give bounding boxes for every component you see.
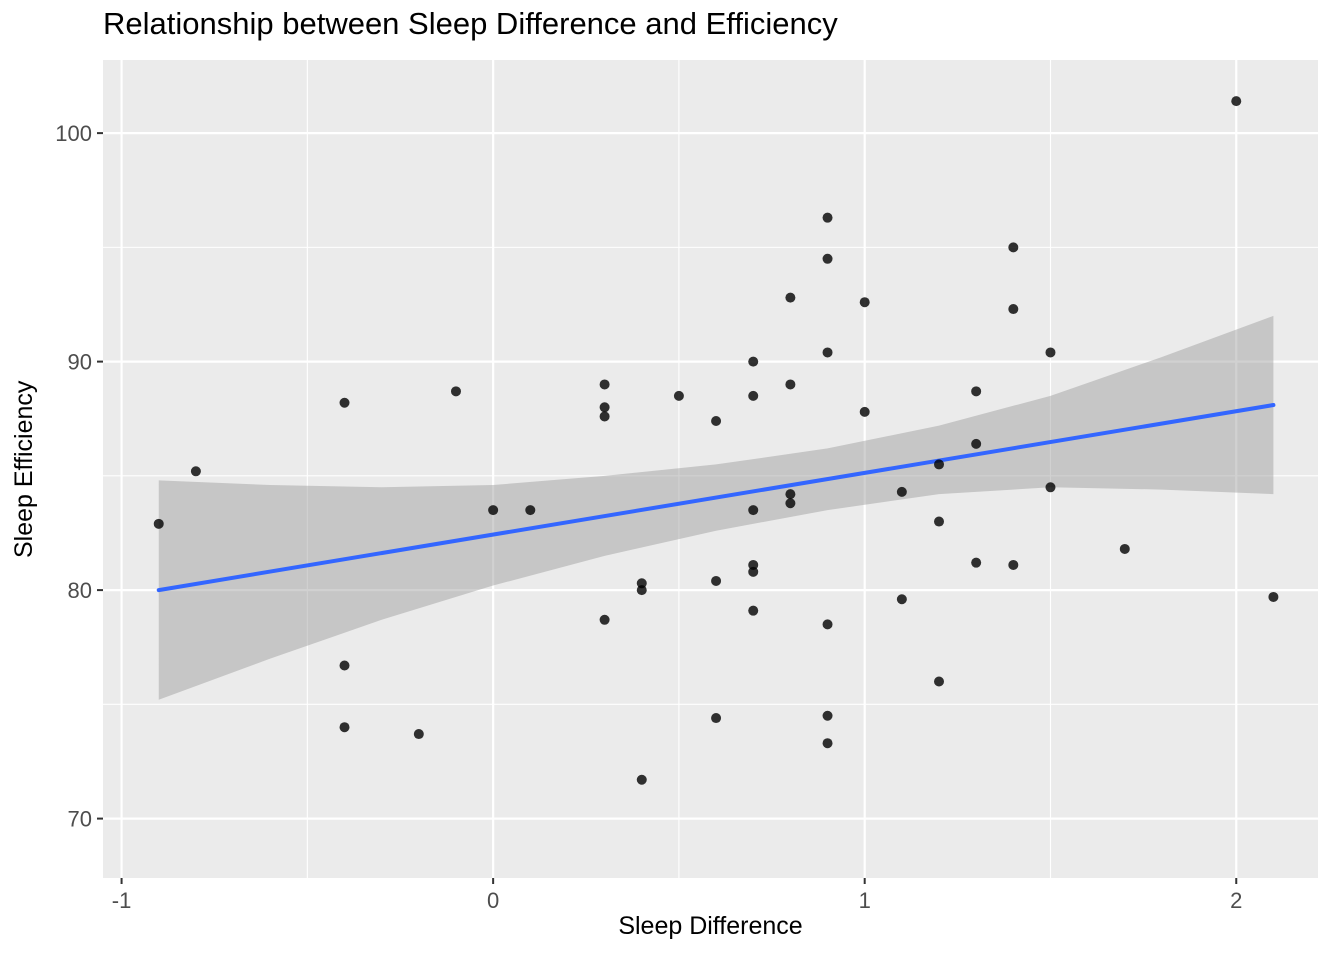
data-point — [1008, 304, 1019, 315]
data-points — [153, 96, 1279, 785]
data-point — [599, 379, 610, 390]
data-point — [599, 402, 610, 413]
minor-gridlines — [103, 60, 1318, 878]
data-point — [1268, 591, 1279, 602]
data-point — [822, 710, 833, 721]
data-point — [339, 660, 350, 671]
data-point — [450, 386, 461, 397]
data-point — [636, 774, 647, 785]
data-point — [822, 212, 833, 223]
data-point — [896, 594, 907, 605]
plot-panel — [103, 60, 1318, 878]
data-point — [785, 292, 796, 303]
data-point — [1119, 543, 1130, 554]
data-point — [822, 619, 833, 630]
data-point — [1045, 347, 1056, 358]
data-point — [711, 416, 722, 427]
data-point — [748, 505, 759, 516]
data-point — [822, 738, 833, 749]
data-point — [896, 486, 907, 497]
y-tick-labels: 70 80 90 100 — [55, 121, 92, 831]
data-point — [785, 489, 796, 500]
data-point — [748, 559, 759, 570]
regression-line — [156, 403, 1276, 593]
data-point — [748, 390, 759, 401]
data-point — [934, 459, 945, 470]
data-point — [748, 566, 759, 577]
x-axis-title: Sleep Difference — [618, 912, 803, 940]
y-axis-title: Sleep Efficiency — [10, 380, 38, 558]
data-point — [711, 713, 722, 724]
x-tick-labels: -1 0 1 2 — [112, 888, 1243, 913]
data-point — [1231, 96, 1242, 107]
data-point — [971, 438, 982, 449]
data-point — [971, 557, 982, 568]
x-tick-label: -1 — [112, 888, 132, 913]
axis-ticks — [97, 132, 1238, 884]
data-point — [748, 356, 759, 367]
data-point — [785, 379, 796, 390]
data-point — [748, 605, 759, 616]
x-tick-label: 0 — [487, 888, 499, 913]
major-gridlines — [103, 60, 1318, 878]
data-point — [636, 578, 647, 589]
data-point — [339, 722, 350, 733]
y-tick-label: 100 — [55, 121, 92, 146]
data-point — [599, 614, 610, 625]
y-tick-label: 80 — [68, 578, 92, 603]
confidence-ribbon — [158, 315, 1274, 700]
data-point — [673, 390, 684, 401]
y-tick-label: 90 — [68, 350, 92, 375]
chart-title: Relationship between Sleep Difference an… — [103, 6, 838, 41]
data-point — [859, 406, 870, 417]
data-point — [488, 505, 499, 516]
data-point — [599, 411, 610, 422]
data-point — [153, 518, 164, 529]
data-point — [190, 466, 201, 477]
data-point — [859, 297, 870, 308]
data-point — [1008, 559, 1019, 570]
data-point — [636, 585, 647, 596]
data-point — [339, 397, 350, 408]
data-point — [1008, 242, 1019, 253]
x-tick-label: 2 — [1230, 888, 1242, 913]
data-point — [971, 386, 982, 397]
data-point — [525, 505, 536, 516]
data-point — [711, 575, 722, 586]
data-point — [822, 347, 833, 358]
data-point — [822, 253, 833, 264]
data-point — [934, 516, 945, 527]
data-point — [413, 729, 424, 740]
x-tick-label: 1 — [859, 888, 871, 913]
data-point — [934, 676, 945, 687]
data-point — [785, 498, 796, 509]
data-point — [1045, 482, 1056, 493]
y-tick-label: 70 — [68, 807, 92, 832]
